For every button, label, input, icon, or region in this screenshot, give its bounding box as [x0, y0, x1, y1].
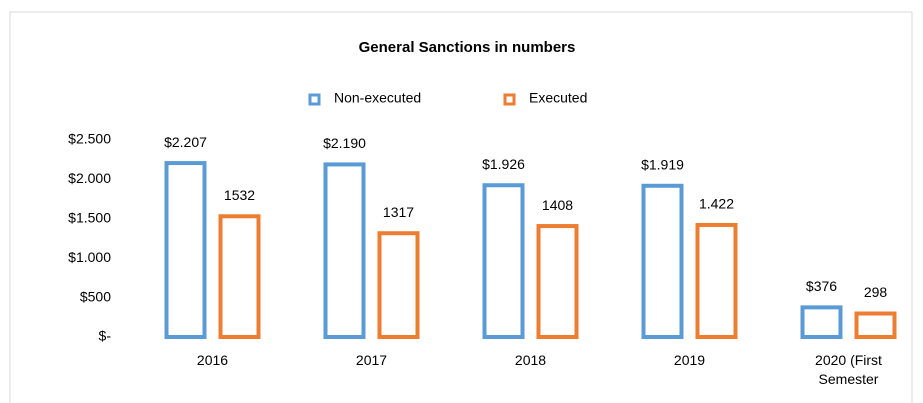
x-tick-label: 2020 (First Semester	[815, 352, 882, 387]
bar	[695, 222, 738, 339]
data-label: $1.926	[482, 156, 525, 172]
legend-label: Non-executed	[334, 90, 421, 106]
data-label: $2.207	[164, 134, 207, 150]
data-label: $2.190	[323, 135, 366, 151]
data-label: $1.919	[641, 156, 684, 172]
x-tick-label: 2017	[355, 352, 388, 368]
y-tick-label: $2.500	[68, 131, 111, 147]
bar	[482, 183, 525, 339]
bar	[800, 305, 843, 339]
x-tick-label: 2018	[514, 352, 547, 368]
x-tick-label: 2019	[673, 352, 706, 368]
data-label: 1408	[542, 197, 573, 213]
bar	[323, 162, 366, 339]
data-label: 1.422	[699, 196, 734, 212]
legend-swatch	[503, 93, 516, 106]
data-label: 1532	[224, 187, 255, 203]
y-tick-label: $-	[99, 328, 112, 344]
bar	[164, 161, 207, 339]
y-tick-label: $1.500	[68, 210, 111, 226]
y-tick-label: $1.000	[68, 249, 111, 265]
x-tick-label: 2016	[196, 352, 229, 368]
chart-title: General Sanctions in numbers	[359, 39, 576, 56]
bar	[218, 214, 261, 339]
bar	[854, 311, 897, 340]
y-tick-label: $2.000	[68, 170, 111, 186]
legend-swatch	[308, 93, 321, 106]
data-label: 298	[864, 284, 888, 300]
bar	[536, 224, 579, 340]
bar	[641, 183, 684, 339]
y-tick-label: $500	[80, 288, 111, 304]
legend-label: Executed	[529, 90, 587, 106]
bar	[377, 231, 420, 339]
chart-border	[9, 11, 913, 403]
data-label: 1317	[383, 204, 414, 220]
data-label: $376	[806, 278, 837, 294]
